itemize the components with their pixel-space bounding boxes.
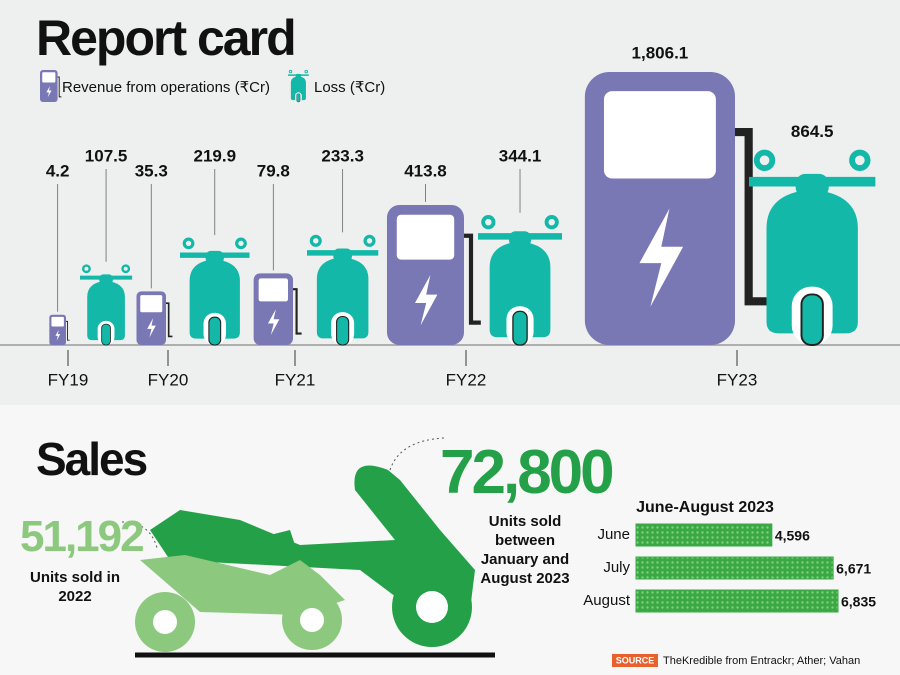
scooter-headlight: [99, 274, 113, 285]
scooter-body: [189, 259, 240, 339]
scooter-tyre: [296, 93, 301, 103]
chart-title: Report card: [36, 10, 295, 66]
x-tick-label: FY20: [148, 370, 189, 389]
scooter-mirror: [309, 234, 322, 247]
value-label: 107.5: [85, 146, 128, 165]
section-title: Sales: [36, 433, 147, 485]
bar: [635, 589, 839, 613]
scooter-tyre: [101, 323, 111, 346]
scooter-mirror: [121, 264, 131, 274]
scooter-body: [489, 241, 551, 338]
value-label: 4,596: [775, 528, 810, 544]
scooter-mirror: [182, 237, 195, 250]
pump-bolt: [639, 208, 684, 307]
pump-bolt: [55, 329, 61, 341]
pump-screen: [603, 91, 716, 179]
value-label: 413.8: [404, 161, 447, 180]
value-label: 864.5: [791, 122, 834, 141]
scooter-tyre: [208, 316, 222, 346]
pump-bolt: [414, 274, 438, 326]
pump-screen: [42, 72, 56, 83]
scooter-body: [290, 76, 306, 101]
value-label: 79.8: [257, 161, 290, 180]
pump-hose: [57, 76, 62, 98]
bar: [635, 523, 773, 547]
revenue-pump: [253, 273, 302, 345]
stat-value: 72,800: [440, 438, 615, 507]
scooter-headlight: [205, 250, 224, 264]
scooter-illustration: [121, 437, 495, 658]
pump-screen: [258, 278, 288, 302]
x-tick-label: FY19: [48, 370, 89, 389]
scooter-headlight: [795, 173, 829, 198]
pump-hose: [165, 302, 173, 338]
source-badge-text: SOURCE: [616, 655, 655, 665]
chart-title: June-August 2023: [636, 499, 774, 516]
stat-caption: Units sold in 2022: [30, 569, 120, 605]
scooter-body: [766, 189, 858, 334]
y-tick-label: August: [583, 592, 631, 609]
scooter-tyre: [336, 315, 350, 346]
loss-scooter: [749, 149, 876, 346]
revenue-pump: [49, 314, 70, 345]
scooter-mirror: [288, 69, 293, 74]
loss-scooter: [180, 237, 250, 346]
stat-value: 51,192: [20, 512, 145, 561]
value-label: 1,806.1: [632, 43, 689, 62]
x-tick-label: FY21: [275, 370, 316, 389]
pump-hose: [292, 288, 302, 335]
pump-bolt: [147, 318, 156, 338]
pump-bolt: [46, 86, 52, 98]
value-label: 219.9: [193, 146, 236, 165]
scooter-mirror: [235, 237, 247, 250]
legend-label: Loss (₹Cr): [314, 79, 385, 96]
source-badge: [612, 654, 658, 667]
value-label: 4.2: [46, 161, 70, 180]
scooter-tyre: [800, 293, 824, 346]
value-label: 35.3: [135, 161, 168, 180]
pump-hose: [464, 233, 481, 325]
legend-label: Revenue from operations (₹Cr): [62, 79, 270, 96]
value-label: 6,671: [836, 561, 871, 577]
pump-screen: [396, 214, 455, 260]
y-tick-label: June: [597, 526, 630, 543]
loss-scooter: [80, 264, 133, 346]
scooter-body: [316, 257, 369, 339]
pump-screen: [51, 316, 64, 327]
revenue-pump: [136, 291, 173, 345]
revenue-pump: [584, 72, 768, 345]
scooter-headlight: [333, 248, 352, 262]
value-label: 6,835: [841, 594, 876, 610]
scooter-body: [87, 280, 125, 341]
revenue-pump: [386, 204, 481, 345]
stat-caption: Units sold between January and August 20…: [480, 513, 570, 587]
scooter-mirror: [481, 215, 496, 230]
value-label: 233.3: [321, 146, 364, 165]
value-label: 344.1: [499, 146, 542, 165]
pump-hose: [735, 127, 768, 306]
legend-icon: [40, 70, 62, 102]
scooter-mirror: [753, 149, 776, 171]
legend-icon: [288, 69, 309, 103]
scooter-mirror: [849, 149, 871, 171]
scooter-mirror: [82, 264, 91, 274]
x-tick-label: FY22: [446, 370, 487, 389]
y-tick-label: July: [603, 559, 630, 576]
scooter-mirror: [544, 215, 559, 230]
bar: [635, 556, 834, 580]
loss-scooter: [478, 215, 563, 346]
pump-screen: [140, 295, 163, 313]
x-tick-label: FY23: [717, 370, 758, 389]
loss-scooter: [307, 234, 379, 346]
scooter-tyre: [512, 310, 528, 346]
scooter-mirror: [363, 234, 376, 247]
source-text: TheKredible from Entrackr; Ather; Vahan: [663, 655, 860, 667]
scooter-mirror: [304, 69, 309, 74]
pump-hose: [66, 320, 70, 341]
pump-bolt: [267, 309, 280, 335]
scooter-headlight: [509, 231, 532, 247]
scooter-headlight: [295, 73, 302, 78]
